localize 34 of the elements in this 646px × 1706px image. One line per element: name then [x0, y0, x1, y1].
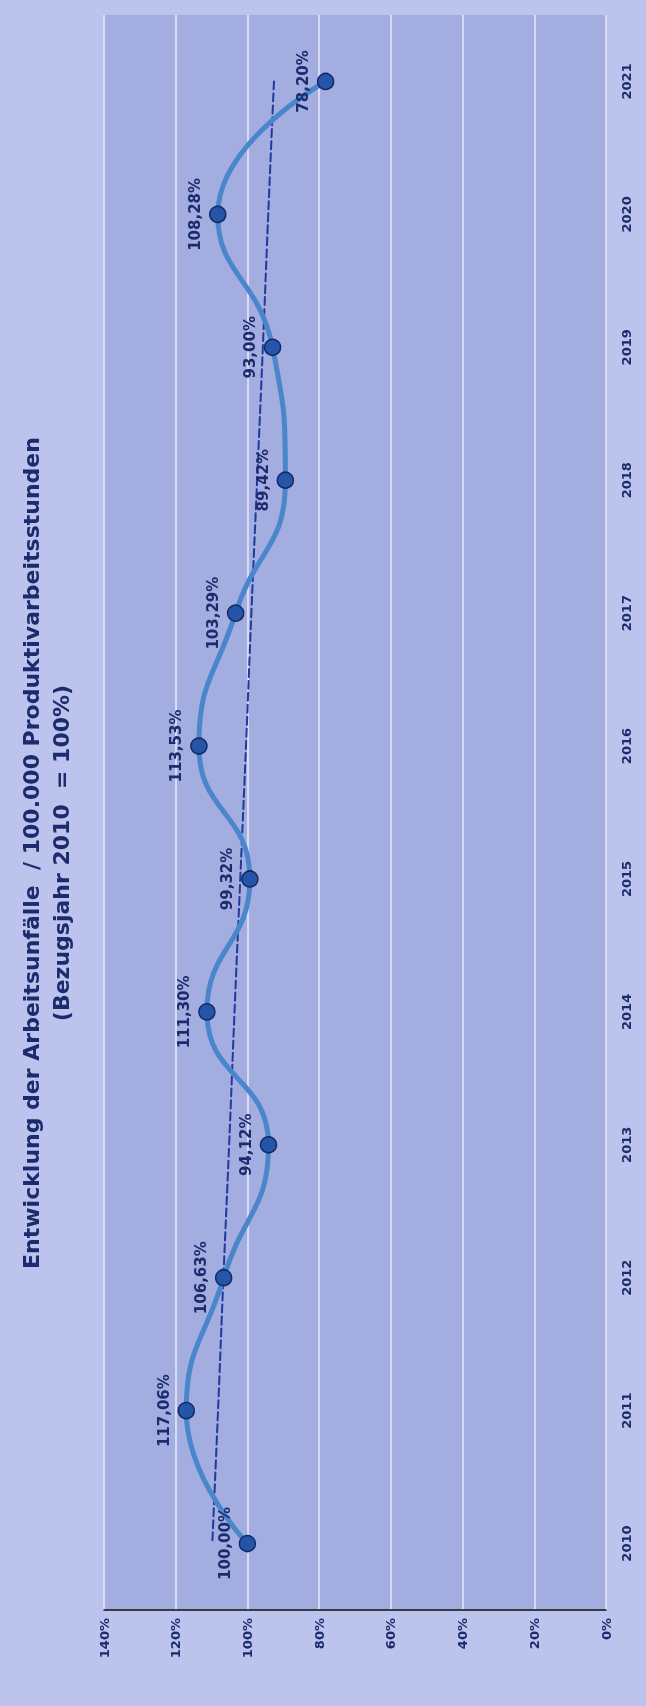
- data-label: 100,00%: [215, 1507, 234, 1580]
- point: [214, 1268, 233, 1287]
- data-label: 103,29%: [203, 576, 222, 650]
- y-tick-label: 2020: [619, 196, 634, 233]
- y-tick-label: 2021: [619, 63, 634, 100]
- data-label: 106,63%: [191, 1241, 210, 1315]
- y-tick-label: 2013: [619, 1126, 634, 1163]
- data-label: 113,53%: [167, 709, 186, 783]
- data-label: 99,32%: [218, 847, 237, 911]
- y-tick-label: 2011: [619, 1392, 634, 1429]
- x-tick-label: 120%: [168, 1618, 184, 1659]
- x-tick-label: 0%: [598, 1618, 614, 1641]
- data-label: 108,28%: [185, 177, 204, 251]
- x-tick-label: 140%: [96, 1618, 112, 1659]
- y-tick-label: 2017: [619, 595, 634, 632]
- y-tick-label: 2019: [619, 329, 634, 366]
- data-label: 94,12%: [236, 1113, 255, 1177]
- data-label: 117,06%: [154, 1374, 173, 1448]
- x-tick-label: 80%: [311, 1618, 327, 1650]
- y-tick-label: 2010: [619, 1525, 634, 1562]
- y-tick-label: 2015: [619, 860, 634, 898]
- data-label: 93,00%: [240, 316, 259, 379]
- text: Entwicklung der Arbeitsunfälle / 100.000 Produktivarbeitsstunden (Bezugsjahr 2010 = 100%): [18, 437, 74, 1269]
- y-tick-label: 2016: [619, 727, 634, 765]
- x-tick-label: 100%: [239, 1618, 255, 1659]
- y-tick-label: 2014: [619, 993, 634, 1030]
- x-tick-label: 60%: [383, 1618, 399, 1650]
- x-tick-label: 40%: [455, 1618, 471, 1650]
- data-label: 89,42%: [253, 448, 272, 512]
- y-tick-label: 2018: [619, 462, 634, 499]
- x-tick-label: 20%: [526, 1618, 542, 1650]
- y-tick-label: 2012: [619, 1259, 634, 1296]
- data-label: 78,20%: [293, 50, 312, 113]
- data-label: 111,30%: [175, 975, 194, 1049]
